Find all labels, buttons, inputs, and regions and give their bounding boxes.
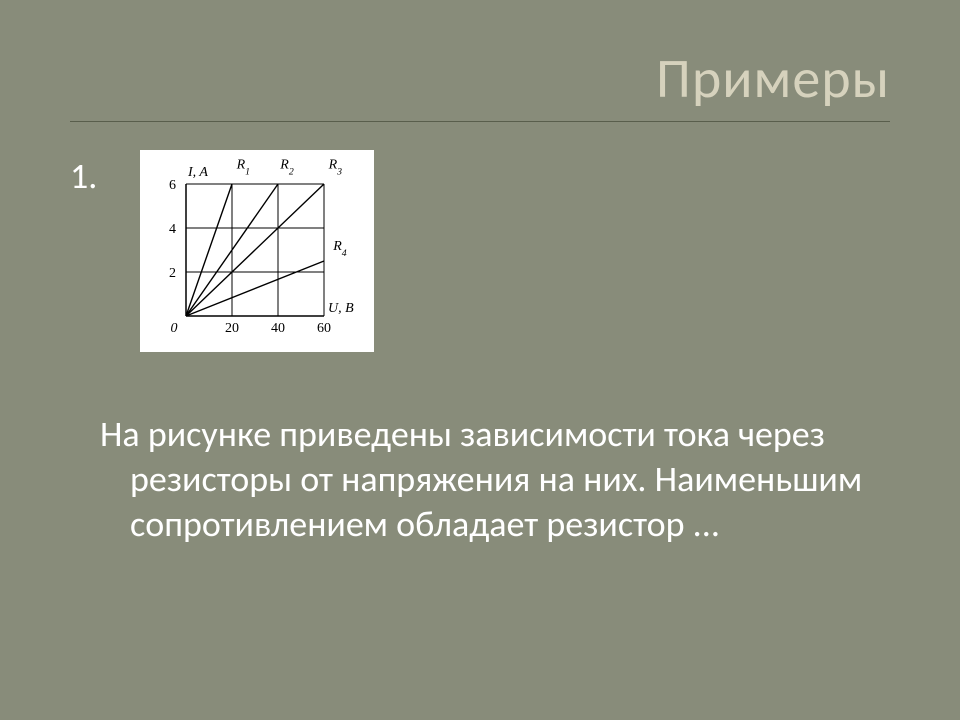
svg-text:I, A: I, A: [187, 165, 208, 180]
svg-text:R3: R3: [328, 158, 343, 178]
chart-container: 0 20 40 60 2 4 6 I, A U, B R1 R2 R3 R4: [140, 150, 374, 352]
svg-text:20: 20: [225, 321, 239, 336]
svg-text:R1: R1: [236, 158, 250, 178]
resistor-chart: 0 20 40 60 2 4 6 I, A U, B R1 R2 R3 R4: [146, 156, 366, 346]
svg-text:4: 4: [169, 222, 176, 237]
item-row: 1. 0 20 40 60 2 4 6 I, A U, B R1 R2 R3 R4: [70, 150, 890, 352]
svg-text:6: 6: [169, 178, 176, 193]
slide-title: Примеры: [70, 45, 890, 113]
slide: Примеры 1. 0 20 40 60 2 4 6 I, A U, B R1 R2 R3 R4 На…: [0, 0, 960, 720]
slide-content: 1. 0 20 40 60 2 4 6 I, A U, B R1 R2 R3 R4 На рисунке…: [70, 150, 890, 547]
title-bar: Примеры: [70, 45, 890, 122]
svg-text:0: 0: [171, 321, 178, 336]
item-number: 1.: [70, 150, 100, 199]
svg-text:60: 60: [317, 321, 331, 336]
svg-text:R2: R2: [279, 158, 294, 178]
svg-text:U, B: U, B: [328, 301, 354, 316]
svg-text:2: 2: [169, 266, 176, 281]
item-description: На рисунке приведены зависимости тока че…: [100, 412, 890, 547]
svg-text:R4: R4: [332, 239, 347, 259]
svg-text:40: 40: [271, 321, 285, 336]
